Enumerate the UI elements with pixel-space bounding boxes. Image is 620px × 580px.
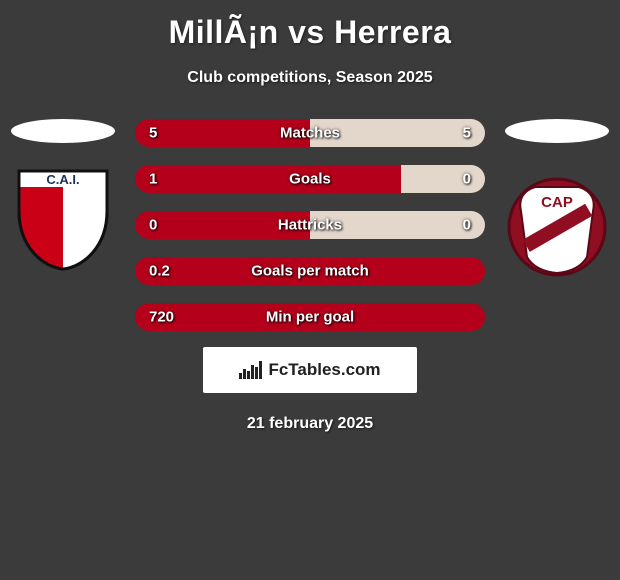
page-title: MillÃ¡n vs Herrera <box>169 14 452 51</box>
stat-bar-right-fill <box>401 165 485 193</box>
right-player-name-oval <box>505 119 609 143</box>
left-player-name-oval <box>11 119 115 143</box>
comparison-row: C.A.I. 5 Matches 5 1 Goals 0 0 Hattricks 0 0.2 Goa… <box>0 119 620 331</box>
branding-badge[interactable]: FcTables.com <box>203 347 417 393</box>
stat-label: Min per goal <box>266 309 354 326</box>
stat-value-left: 1 <box>149 171 157 188</box>
stat-label: Matches <box>280 125 340 142</box>
stat-value-left: 5 <box>149 125 157 142</box>
stat-bars: 5 Matches 5 1 Goals 0 0 Hattricks 0 0.2 Goals per … <box>135 119 485 331</box>
left-team-column: C.A.I. <box>9 119 117 271</box>
left-team-crest: C.A.I. <box>13 167 113 271</box>
stat-bar-matches: 5 Matches 5 <box>135 119 485 147</box>
right-team-crest: CAP <box>507 173 607 277</box>
stat-bar-left-fill <box>135 165 401 193</box>
page-subtitle: Club competitions, Season 2025 <box>187 69 432 87</box>
stat-bar-goals-per-match: 0.2 Goals per match <box>135 257 485 285</box>
stat-label: Hattricks <box>278 217 342 234</box>
stat-value-left: 720 <box>149 309 174 326</box>
branding-text: FcTables.com <box>268 360 380 380</box>
stat-label: Goals <box>289 171 331 188</box>
stat-value-right: 0 <box>463 217 471 234</box>
stat-bar-goals: 1 Goals 0 <box>135 165 485 193</box>
stat-bar-hattricks: 0 Hattricks 0 <box>135 211 485 239</box>
stat-value-left: 0.2 <box>149 263 170 280</box>
stat-bar-min-per-goal: 720 Min per goal <box>135 303 485 331</box>
right-team-column: CAP <box>503 119 611 277</box>
stat-value-left: 0 <box>149 217 157 234</box>
svg-text:CAP: CAP <box>541 194 573 211</box>
date-label: 21 february 2025 <box>247 415 373 433</box>
chart-icon <box>239 361 262 379</box>
stat-value-right: 0 <box>463 171 471 188</box>
svg-text:C.A.I.: C.A.I. <box>46 172 79 187</box>
stat-label: Goals per match <box>251 263 369 280</box>
stat-value-right: 5 <box>463 125 471 142</box>
